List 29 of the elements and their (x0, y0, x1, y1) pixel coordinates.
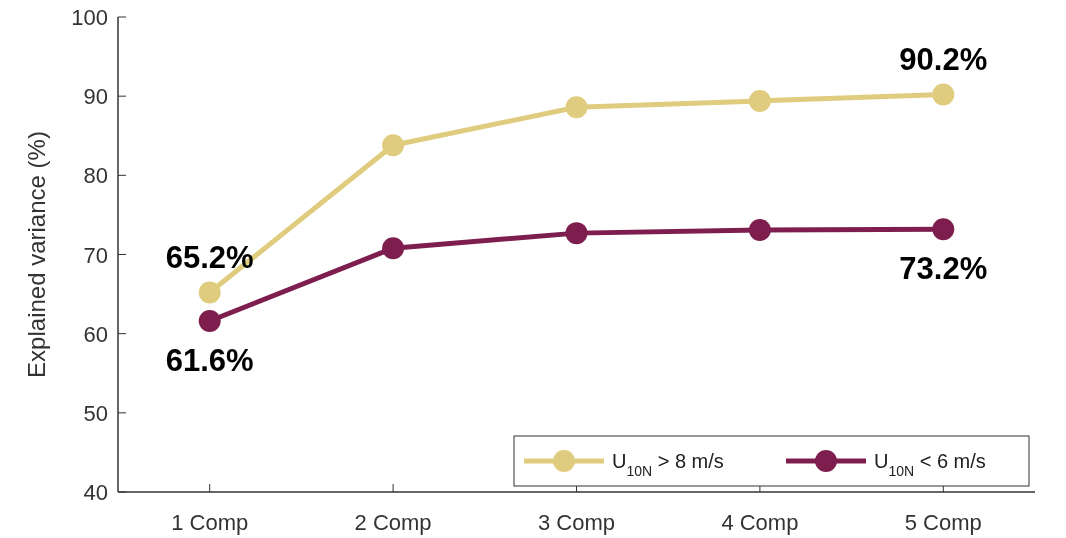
x-tick-label: 1 Comp (171, 510, 249, 535)
y-tick-label: 50 (83, 400, 108, 426)
y-tick-label: 80 (83, 163, 108, 189)
data-label: 65.2% (165, 239, 254, 275)
data-label: 73.2% (899, 251, 988, 287)
y-tick-label: 40 (83, 480, 108, 505)
point (382, 237, 405, 260)
point (748, 89, 771, 112)
legend-label: U$_{10N}$ < 6 m/s (874, 450, 986, 479)
y-tick-label: 100 (71, 5, 108, 30)
x-tick-label: 4 Comp (721, 510, 799, 535)
point (565, 96, 588, 119)
x-tick-label: 2 Comp (354, 510, 432, 535)
point (565, 222, 588, 245)
y-tick-label: 70 (83, 242, 108, 268)
y-axis-title: Explained variance (%) (23, 131, 50, 378)
point (382, 134, 405, 157)
x-tick-label: 5 Comp (904, 510, 982, 535)
y-tick-label: 60 (83, 321, 108, 347)
x-tick-label: 3 Comp (537, 510, 616, 535)
y-tick-label: 90 (83, 84, 108, 110)
point (932, 218, 955, 241)
point (748, 218, 771, 241)
point (198, 310, 221, 332)
legend-label: U$_{10N}$ > 8 m/s (612, 450, 724, 479)
data-label: 90.2% (899, 41, 988, 77)
point (932, 83, 955, 106)
data-label: 61.6% (165, 343, 254, 378)
point (198, 281, 221, 304)
